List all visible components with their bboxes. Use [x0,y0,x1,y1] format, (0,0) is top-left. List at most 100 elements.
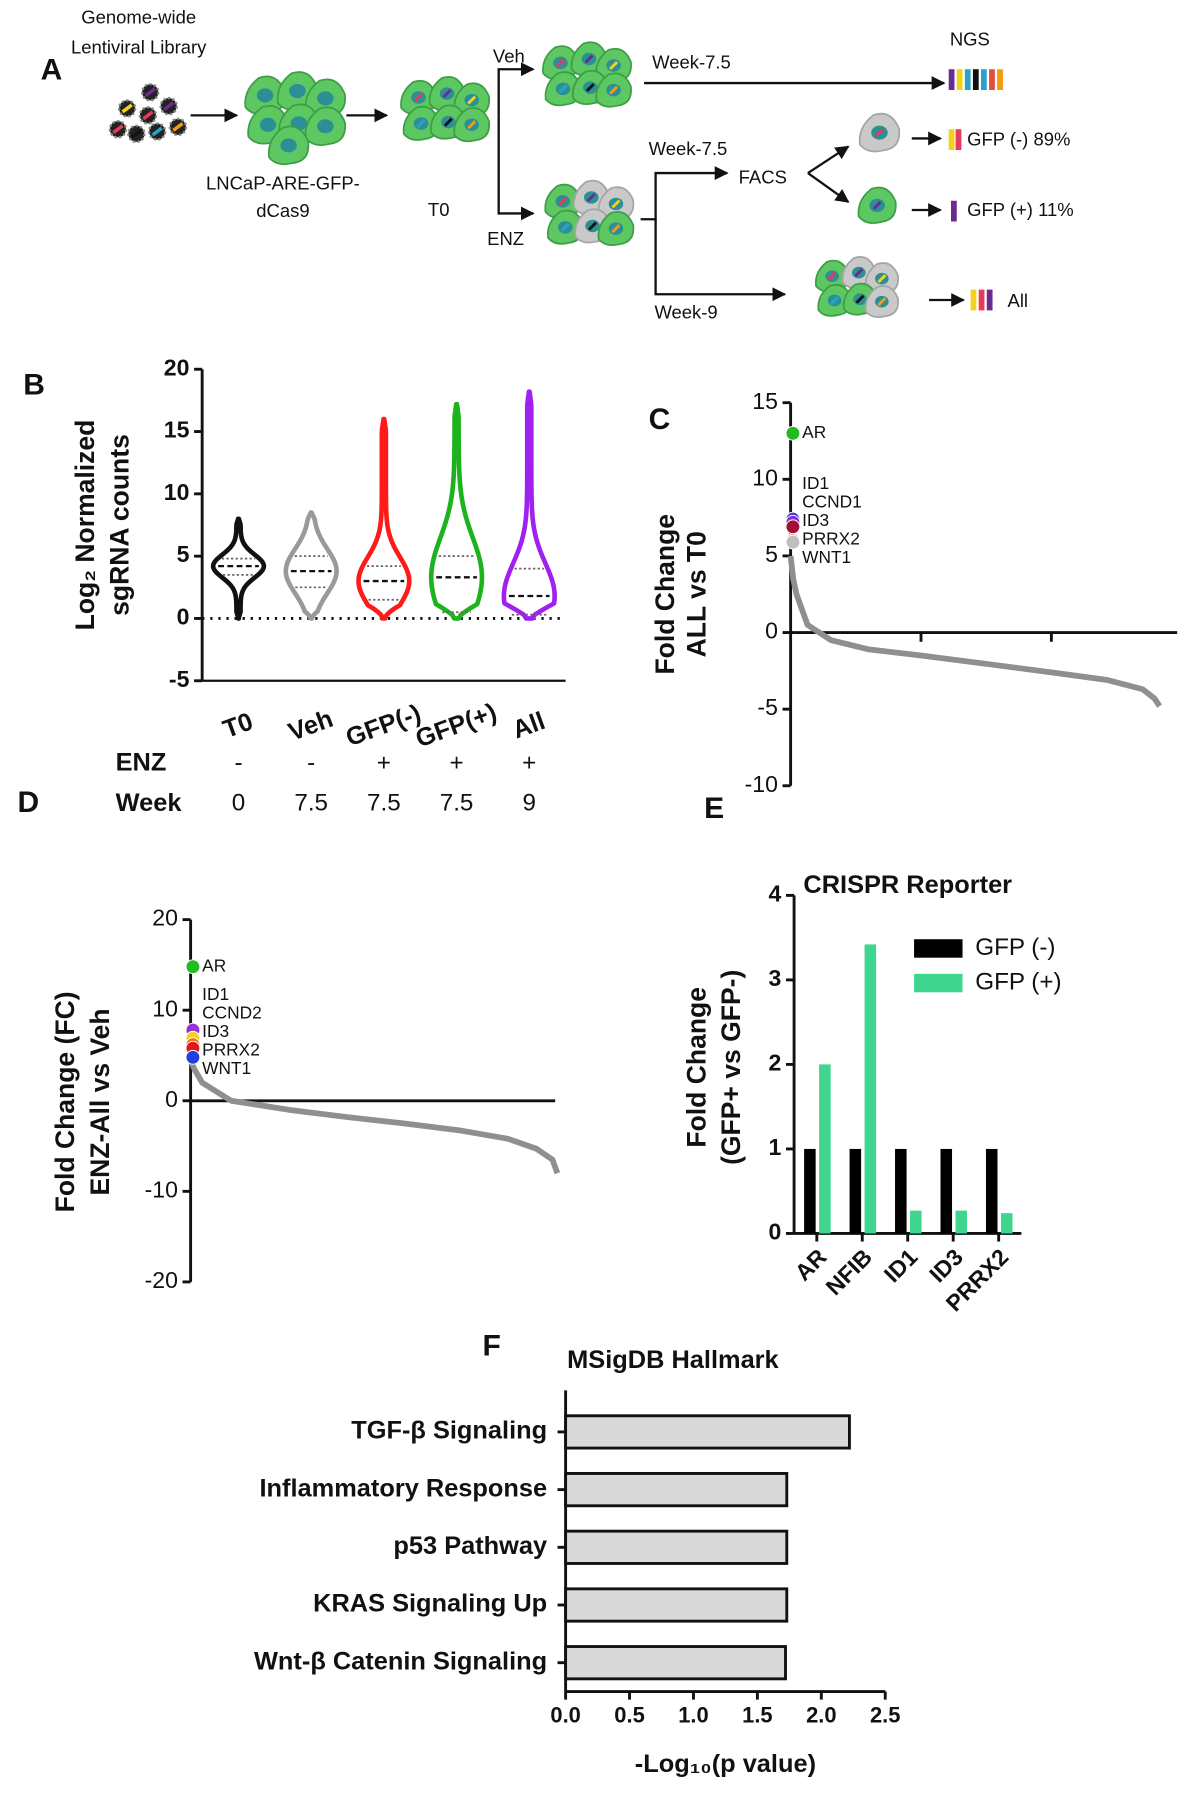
arrow [807,145,850,175]
legend-label: GFP (-) [975,934,1055,961]
condition-label: Week [116,789,183,817]
diagram-label: ENZ [487,228,524,249]
bar [940,1148,953,1234]
condition-value: + [522,749,536,776]
y-tick-label: -10 [745,771,778,797]
virus-guide [172,122,184,132]
y-axis-label: ENZ-All vs Veh [85,1008,115,1195]
highlight-point [185,1049,201,1065]
legend-swatch [914,973,963,993]
cell-guide [294,118,304,128]
cell-guide [414,93,423,102]
y-tick-label: 0 [765,618,778,644]
cell-guide [611,199,621,209]
gene-label: WNT1 [802,547,851,567]
bar [895,1148,907,1234]
virus-guide [142,110,154,121]
arrow [497,115,535,221]
condition-value: + [449,749,463,776]
y-tick-label: 2 [769,1050,782,1076]
x-tick-label: T0 [219,707,256,743]
bar [1000,1213,1013,1234]
x-tick-label: Veh [285,705,337,747]
bar [849,1148,862,1234]
legend-swatch [914,939,963,958]
diagram-label: Genome-wide [81,6,196,27]
cell-guide [442,89,452,99]
legend-label: GFP (+) [975,968,1061,995]
panel-label: B [23,368,45,401]
virus-guide [151,126,163,137]
condition-value: 9 [523,790,536,817]
x-tick-label: NFIB [821,1244,877,1300]
violin [283,510,339,621]
x-tick-label: 0.5 [614,1703,644,1728]
virus-guide [112,124,124,135]
cell-guide [609,85,619,95]
y-tick-label: 5 [765,541,778,567]
bar [985,1148,998,1234]
cell-guide [260,90,270,100]
cell-guide [584,54,594,64]
chart-title: MSigDB Hallmark [567,1346,779,1374]
cell-guide [855,294,865,304]
ngs-barcode [948,69,1003,311]
x-tick-label: GFP(+) [412,698,500,753]
virus-guide [144,87,156,98]
bar [564,1472,789,1508]
panel-label: F [483,1330,501,1363]
diagram-label: Veh [493,46,525,67]
cell-guide [284,140,294,150]
y-tick-label: 10 [152,995,178,1021]
condition-value: - [234,749,242,776]
y-tick-label: TGF-β Signaling [351,1417,547,1445]
bar [819,1064,831,1234]
ranked-line [787,555,1162,708]
cell-guide [467,95,477,105]
condition-value: 7.5 [440,790,474,817]
y-tick-label: -10 [145,1176,178,1202]
y-tick-label: Wnt-β Catenin Signaling [254,1647,547,1675]
violin [428,401,485,621]
bar [564,1587,789,1623]
cell-guide [874,128,884,138]
highlight-point [185,959,201,975]
x-tick-label: 1.5 [742,1703,772,1728]
violin [356,416,412,621]
arrow [654,219,787,302]
panel-label: D [18,786,40,819]
y-tick-label: 20 [152,905,178,931]
bar [910,1210,922,1234]
cell-guide [585,83,595,93]
chart-title: CRISPR Reporter [803,871,1012,899]
diagram-label: Week-9 [654,302,717,323]
workflow-diagram: Genome-wide Lentiviral Library LNCaP-ARE… [71,6,1074,322]
y-tick-label: -5 [169,666,190,692]
gene-label: ID3 [202,1021,229,1041]
cell-guide [827,271,837,281]
virus-guide [163,101,175,111]
x-tick-label: 0.0 [550,1703,580,1728]
x-axis-label: -Log₁₀(p value) [635,1750,816,1778]
cell-guide [609,60,619,70]
x-tick-label: 1.0 [678,1703,708,1728]
cell-guide [320,93,330,103]
bar [955,1210,968,1234]
y-tick-label: 3 [769,965,782,991]
bar [804,1148,816,1234]
y-tick-label: 10 [752,464,778,490]
y-axis-label: Fold Change [681,987,711,1148]
y-tick-label: KRAS Signaling Up [313,1590,547,1618]
y-tick-label: -20 [145,1267,178,1293]
y-tick-label: 5 [177,541,190,567]
y-axis-label: ALL vs T0 [681,531,711,657]
x-tick-label: ID1 [879,1244,923,1288]
condition-value: 7.5 [367,790,401,817]
condition-label: ENZ [116,749,167,777]
y-tick-label: Inflammatory Response [259,1474,547,1502]
cell-guide [586,192,596,202]
arrow [640,166,729,221]
cell-guide [558,84,568,94]
x-tick-label: 2.5 [870,1703,900,1728]
diagram-label: dCas9 [256,200,309,221]
